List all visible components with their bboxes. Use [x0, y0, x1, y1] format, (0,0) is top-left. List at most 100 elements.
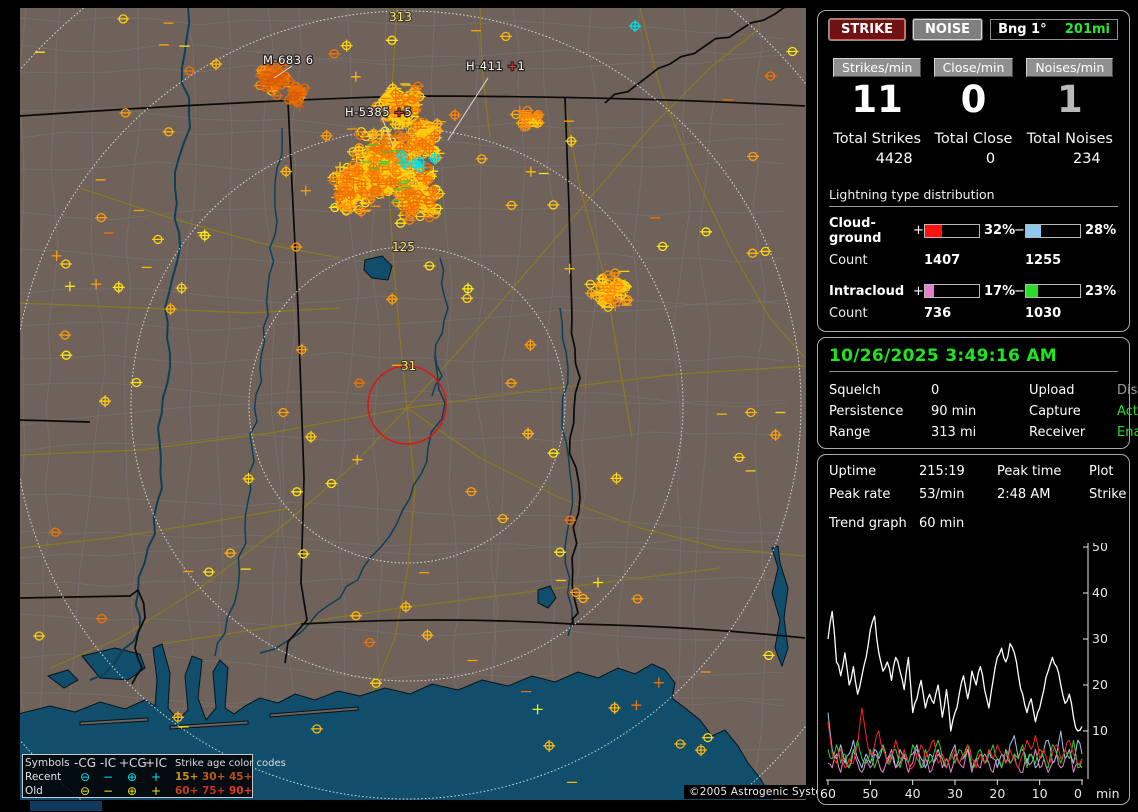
peak-rate-value: 53/min [919, 487, 965, 502]
cell-leader-lines [273, 65, 489, 149]
legend-col-ic-pos: +IC [145, 756, 167, 770]
distribution-title: Lightning type distribution [829, 187, 1118, 207]
strike-map-canvas: 31 125 313 M-683 6 H-5385 +5 H-411 +1 [20, 8, 806, 800]
ic-pos-recent-icon: + [150, 770, 162, 784]
rivers-layer [89, 8, 574, 681]
svg-text:31: 31 [401, 359, 416, 373]
ic-neg-old-icon: − [102, 784, 114, 798]
svg-text:H-411 +1: H-411 +1 [466, 59, 525, 73]
age-badge-30: 30+ [202, 771, 226, 783]
svg-text:M-683 6: M-683 6 [263, 53, 314, 67]
peak-time-header: Peak time [997, 464, 1062, 479]
total-noises-label: Total Noises [1026, 130, 1113, 147]
legend-age-header: Strike age color codes [175, 757, 286, 769]
ic-plus-pct: 17% [984, 283, 1016, 299]
capture-value: Active [1117, 404, 1138, 419]
cursor-range-value: 201mi [1064, 22, 1110, 37]
trend-graph-window: 60 min [919, 516, 965, 531]
cg-pos-old-icon: ⊕ [126, 784, 138, 798]
ic-count-label: Count [829, 305, 868, 321]
total-close-value: 0 [985, 150, 996, 167]
legend-symbols-header: Symbols [25, 757, 70, 769]
cg-pos-recent-icon: ⊕ [126, 770, 138, 784]
ic-neg-recent-icon: − [102, 770, 114, 784]
ic-minus-count: 1030 [1025, 305, 1062, 321]
cg-plus-count: 1407 [924, 252, 961, 268]
svg-text:20: 20 [989, 786, 1005, 801]
legend-col-cg-neg: -CG [73, 756, 96, 770]
total-close-label: Total Close [934, 130, 1013, 147]
bearing-range-display: Bng 1° 201mi [990, 19, 1118, 40]
svg-text:50: 50 [1092, 543, 1108, 554]
ic-minus-pct: 23% [1085, 283, 1117, 299]
peak-rate-label: Peak rate [829, 487, 891, 502]
taskbar-stub [30, 801, 102, 811]
range-label: Range [829, 425, 871, 440]
cg-minus-count: 1255 [1025, 252, 1062, 268]
legend-col-ic-neg: -IC [99, 756, 117, 770]
legend-col-cg-pos: +CG [119, 756, 147, 770]
ic-plus-bar [924, 284, 980, 299]
storm-cell-labels-layer: M-683 6 H-5385 +5 H-411 +1 [262, 52, 526, 120]
svg-text:10: 10 [1092, 723, 1108, 738]
total-noises-value: 234 [1072, 150, 1101, 167]
strikes-per-min-column: Strikes/min 11 Total Strikes 4428 [829, 57, 925, 167]
upload-label: Upload [1029, 383, 1075, 398]
ring-labels-layer: 31 125 313 [388, 9, 417, 374]
svg-text:20: 20 [1092, 677, 1108, 692]
ic-plus-count: 736 [924, 305, 952, 321]
svg-text:40: 40 [1092, 585, 1108, 600]
age-badge-90: 90+ [229, 785, 253, 797]
svg-text:30: 30 [947, 786, 963, 801]
svg-text:40: 40 [905, 786, 921, 801]
trend-x-axis [826, 779, 1083, 785]
trend-y-axis [1083, 543, 1089, 779]
plus-sign: + [913, 223, 924, 239]
age-badge-45: 45+ [229, 771, 253, 783]
noise-button[interactable]: NOISE [913, 19, 983, 40]
ic-minus-bar [1025, 284, 1081, 299]
receiver-label: Receiver [1029, 425, 1086, 440]
ic-pos-old-icon: + [150, 784, 162, 798]
trend-series-lines [827, 610, 1083, 773]
strike-map[interactable]: 31 125 313 M-683 6 H-5385 +5 H-411 +1 [20, 8, 806, 800]
strikes-per-min-value: 11 [851, 78, 903, 121]
cg-plus-bar [924, 223, 980, 238]
peak-time-value: 2:48 AM [997, 487, 1051, 502]
copyright-text: ©2005 Astrogenic Systems [684, 785, 844, 799]
datetime-display: 10/26/2025 3:49:16 AM [829, 346, 1118, 372]
cg-neg-old-icon: ⊖ [79, 784, 91, 798]
cloud-ground-label: Cloud-ground [829, 215, 882, 246]
svg-text:60: 60 [820, 786, 836, 801]
intracloud-label: Intracloud [829, 283, 905, 299]
capture-label: Capture [1029, 404, 1081, 419]
strike-button[interactable]: STRIKE [829, 19, 906, 40]
upload-value: Disabled [1117, 383, 1138, 398]
plot-value: Strike [1089, 487, 1127, 502]
noises-per-min-chip: Noises/min [1026, 58, 1114, 77]
age-badge-60: 60+ [175, 785, 199, 797]
noises-per-min-value: 1 [1056, 78, 1083, 121]
svg-text:min: min [1096, 786, 1120, 801]
cg-minus-pct: 28% [1085, 223, 1117, 239]
svg-text:0: 0 [1074, 786, 1082, 801]
total-strikes-value: 4428 [875, 150, 913, 167]
trend-graph-label: Trend graph [829, 516, 907, 531]
squelch-label: Squelch [829, 383, 881, 398]
strikes-per-min-chip: Strikes/min [833, 58, 922, 77]
age-badge-15: 15+ [175, 771, 199, 783]
legend-row-old-label: Old [25, 785, 43, 797]
trend-x-labels: 60 50 40 30 20 10 0 min [820, 786, 1120, 801]
map-legend: Symbols -CG -IC +CG +IC Strike age color… [22, 754, 286, 798]
cg-plus-pct: 32% [984, 223, 1016, 239]
close-alarm-ring [367, 365, 447, 445]
trend-graph: 10 20 30 40 50 60 50 40 30 20 10 0 min [820, 543, 1120, 801]
close-per-min-column: Close/min 0 Total Close 0 [925, 57, 1021, 167]
persistence-label: Persistence [829, 404, 904, 419]
plus-sign: + [913, 283, 924, 299]
minus-sign: − [1014, 223, 1025, 239]
range-value: 313 mi [931, 425, 977, 440]
close-per-min-value: 0 [960, 78, 987, 121]
persistence-value: 90 min [931, 404, 977, 419]
